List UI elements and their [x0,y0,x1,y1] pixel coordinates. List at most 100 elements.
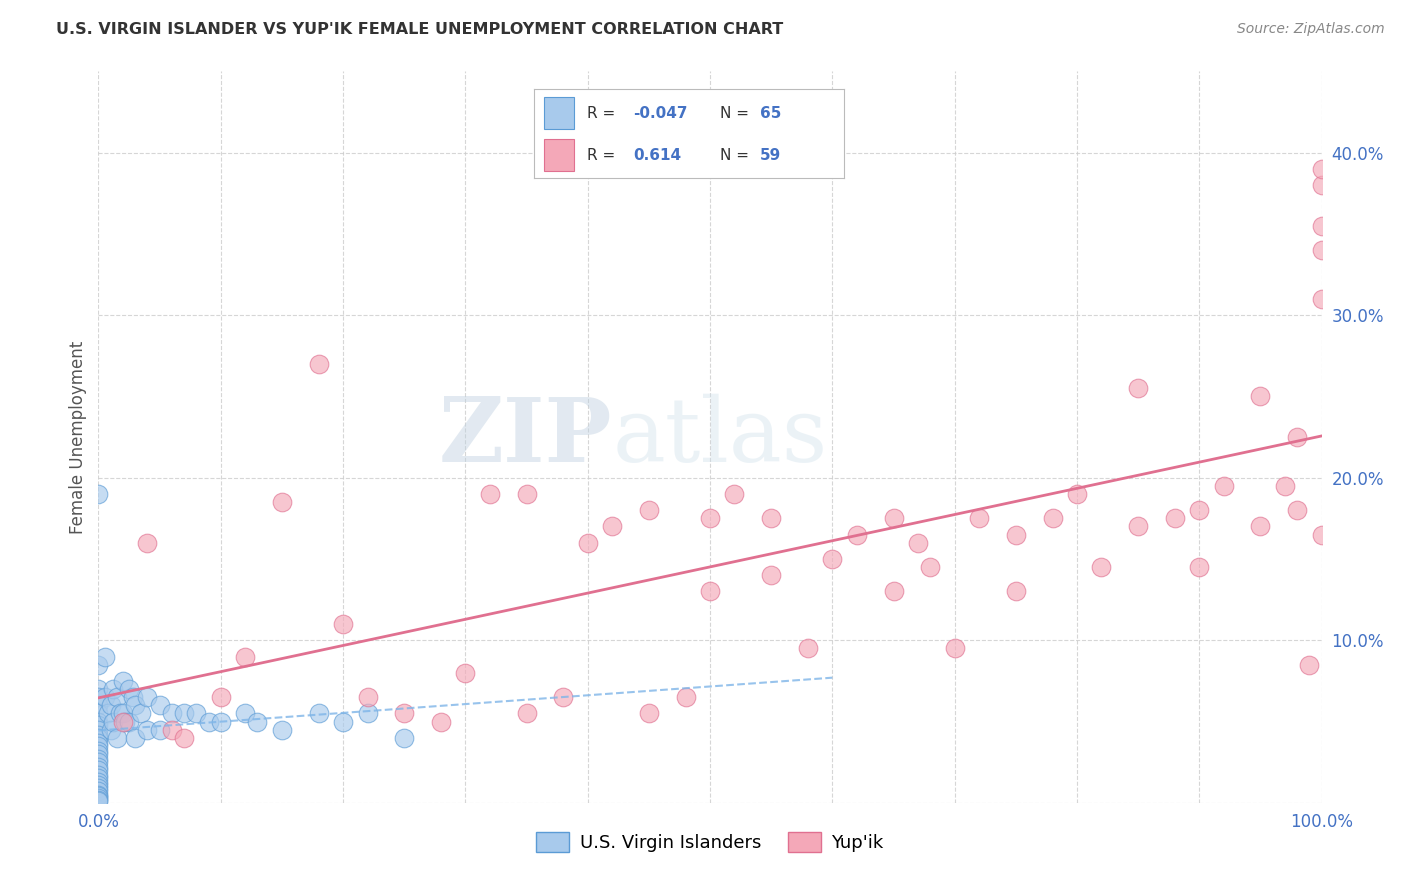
Point [1249,389,1271,403]
Point [160,706,183,721]
Point [124,731,146,745]
Point [356,706,378,721]
Point [233,706,256,721]
Point [332,617,354,632]
Text: R =: R = [586,148,614,162]
Text: 59: 59 [761,148,782,162]
Point [93,649,115,664]
Point [160,723,183,737]
Point [93,690,115,705]
Point [1310,178,1333,193]
Point [136,535,159,549]
Point [392,731,416,745]
Point [1042,511,1064,525]
Point [87,727,110,741]
Point [87,781,110,796]
Point [454,665,477,680]
Text: atlas: atlas [612,393,827,481]
Point [699,511,721,525]
Point [87,487,110,501]
Point [87,764,110,778]
Point [553,690,575,705]
Y-axis label: Female Unemployment: Female Unemployment [69,341,87,533]
Point [943,641,966,656]
Point [87,760,110,774]
Point [118,681,141,696]
Point [1188,503,1211,517]
Point [356,690,378,705]
Point [101,714,124,729]
Point [1164,511,1187,525]
Point [87,789,110,804]
Point [101,681,124,696]
Point [197,714,219,729]
Point [761,511,783,525]
Bar [544,97,575,129]
Point [87,723,110,737]
Point [761,568,783,582]
Point [105,690,128,705]
Point [87,714,110,729]
Point [87,739,110,753]
Point [1249,519,1271,533]
Point [797,641,820,656]
Point [699,584,721,599]
Point [1128,519,1150,533]
Point [87,706,110,721]
Text: U.S. VIRGIN ISLANDER VS YUP'IK FEMALE UNEMPLOYMENT CORRELATION CHART: U.S. VIRGIN ISLANDER VS YUP'IK FEMALE UN… [56,22,783,37]
Point [1310,243,1333,257]
Point [883,511,905,525]
Point [87,752,110,766]
Point [129,706,152,721]
Point [173,706,195,721]
Text: ZIP: ZIP [439,393,612,481]
Point [87,768,110,782]
Point [637,706,661,721]
Point [233,649,256,664]
Point [270,723,294,737]
Text: -0.047: -0.047 [633,106,688,120]
Point [637,503,661,517]
Point [883,584,905,599]
Point [209,714,232,729]
Point [87,755,110,769]
Point [576,535,599,549]
Point [136,723,159,737]
Point [308,706,330,721]
Point [87,698,110,713]
Point [1274,479,1296,493]
Point [105,731,128,745]
Point [100,698,122,713]
Point [114,714,136,729]
Point [100,723,122,737]
Point [87,736,110,750]
Point [1286,503,1309,517]
Point [124,698,146,713]
Point [1310,527,1333,541]
Point [87,731,110,745]
Point [1298,657,1320,672]
Point [87,788,110,802]
Text: 65: 65 [761,106,782,120]
Point [430,714,453,729]
Point [332,714,354,729]
Text: R =: R = [586,106,614,120]
Point [1004,527,1026,541]
Text: 0.614: 0.614 [633,148,682,162]
Point [87,718,110,732]
Point [136,690,159,705]
Point [1004,584,1026,599]
Point [845,527,868,541]
Point [1310,161,1333,176]
Point [87,791,110,805]
Point [87,657,110,672]
Point [821,552,844,566]
Point [149,698,172,713]
Point [87,772,110,786]
Point [675,690,697,705]
Point [308,357,330,371]
Point [246,714,269,729]
Point [1090,560,1112,574]
Point [1286,430,1309,444]
Point [392,706,416,721]
